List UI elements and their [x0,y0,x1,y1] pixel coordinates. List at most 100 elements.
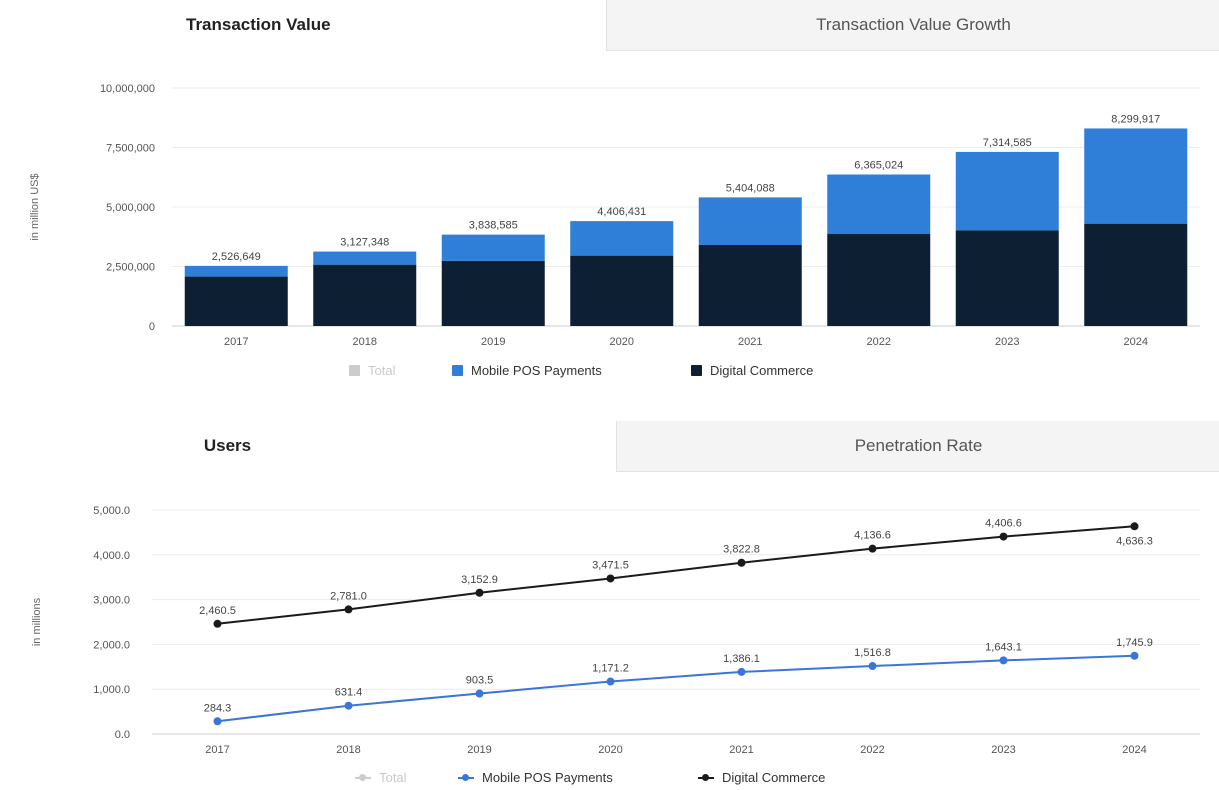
x-tick-label: 2020 [610,336,634,348]
bar-digital-commerce [184,276,288,326]
bar-total-label: 6,365,024 [854,160,903,172]
bar-digital-commerce [955,230,1059,326]
y-axis-title: in millions [31,597,43,646]
x-tick-label: 2018 [336,744,360,756]
data-label-mobile-pos: 1,643.1 [985,641,1022,653]
y-tick-label: 0 [149,321,155,333]
bar-digital-commerce [313,264,417,326]
x-tick-label: 2022 [867,336,891,348]
legend-item-total[interactable]: Total [349,359,395,383]
bar-digital-commerce [827,234,931,326]
data-label-digital-commerce: 3,822.8 [723,544,760,556]
tab-penetration-rate[interactable]: Penetration Rate [616,421,1219,472]
data-label-digital-commerce: 3,152.9 [461,574,498,586]
y-tick-label: 2,500,000 [106,262,155,274]
legend-line-swatch-total [355,772,371,783]
bar-digital-commerce [441,260,545,326]
x-tick-label: 2017 [224,336,248,348]
tabs-transaction: Transaction Value Transaction Value Grow… [0,0,1219,51]
legend-line-swatch-digital-commerce [698,772,714,783]
bar-mobile-pos [698,197,802,245]
legend-line-label-total: Total [379,770,407,785]
legend-line-swatch-mobile-pos [458,772,474,783]
data-label-mobile-pos: 1,386.1 [723,653,760,665]
bar-mobile-pos [184,265,288,277]
point-digital-commerce [606,574,615,583]
point-digital-commerce [737,558,746,567]
y-tick-label: 0.0 [115,729,130,741]
point-mobile-pos [475,689,484,698]
bar-mobile-pos [441,234,545,261]
y-tick-label: 1,000.0 [93,684,130,696]
x-tick-label: 2023 [995,336,1019,348]
legend-line-label-digital-commerce: Digital Commerce [722,770,826,785]
tab-transaction-value[interactable]: Transaction Value [0,0,605,50]
point-digital-commerce [213,619,222,628]
x-tick-label: 2018 [353,336,377,348]
bar-total-label: 3,127,348 [340,237,389,249]
x-tick-label: 2017 [205,744,229,756]
x-tick-label: 2023 [991,744,1015,756]
point-digital-commerce [475,588,484,597]
x-tick-label: 2024 [1122,744,1146,756]
legend-line-item-mobile-pos[interactable]: Mobile POS Payments [458,766,613,790]
data-label-digital-commerce: 2,781.0 [330,590,367,602]
x-tick-label: 2024 [1124,336,1148,348]
legend-item-digital-commerce[interactable]: Digital Commerce [691,359,813,383]
x-tick-label: 2020 [598,744,622,756]
bar-mobile-pos [313,251,417,265]
y-tick-label: 4,000.0 [93,550,130,562]
legend-label-mobile-pos: Mobile POS Payments [471,363,602,378]
legend-line-item-total[interactable]: Total [355,766,406,790]
legend-line-item-digital-commerce[interactable]: Digital Commerce [698,766,825,790]
bar-mobile-pos [570,221,674,256]
data-label-digital-commerce: 4,406.6 [985,518,1022,530]
data-label-mobile-pos: 1,171.2 [592,663,629,675]
x-tick-label: 2021 [738,336,762,348]
x-tick-label: 2019 [467,744,491,756]
point-mobile-pos [1130,651,1139,660]
legend-line-label-mobile-pos: Mobile POS Payments [482,770,613,785]
bar-mobile-pos [955,151,1059,231]
bar-total-label: 7,314,585 [983,137,1032,149]
series-line-digital-commerce [217,525,1135,625]
data-label-digital-commerce: 2,460.5 [199,605,236,617]
legend-swatch-digital-commerce [691,365,702,376]
legend-item-mobile-pos[interactable]: Mobile POS Payments [452,359,602,383]
line-chart-legend: Total Mobile POS Payments Digital Commer… [0,766,1219,790]
tab-transaction-value-growth[interactable]: Transaction Value Growth [606,0,1219,51]
y-tick-label: 5,000.0 [93,505,130,517]
point-digital-commerce [344,605,353,614]
x-tick-label: 2022 [860,744,884,756]
x-tick-label: 2019 [481,336,505,348]
bar-total-label: 8,299,917 [1111,113,1160,125]
y-tick-label: 10,000,000 [100,83,155,95]
y-tick-label: 2,000.0 [93,639,130,651]
bar-mobile-pos [827,174,931,235]
point-mobile-pos [868,662,877,671]
data-label-mobile-pos: 1,516.8 [854,647,891,659]
data-label-mobile-pos: 284.3 [204,702,232,714]
legend-swatch-mobile-pos [452,365,463,376]
point-digital-commerce [1130,522,1139,531]
y-tick-label: 5,000,000 [106,202,155,214]
point-digital-commerce [868,544,877,553]
bar-total-label: 5,404,088 [726,182,775,194]
transaction-value-chart: 0 2,500,000 5,000,000 7,500,000 10,000,000 in… [29,83,1200,348]
tab-users[interactable]: Users [0,421,615,471]
y-axis-title: in million US$ [29,173,41,240]
legend-swatch-total [349,365,360,376]
data-label-mobile-pos: 1,745.9 [1116,637,1153,649]
bar-total-label: 3,838,585 [469,220,518,232]
bar-chart-legend: Total Mobile POS Payments Digital Commer… [0,359,1219,383]
data-label-mobile-pos: 631.4 [335,687,363,699]
bar-total-label: 4,406,431 [597,206,646,218]
bar-digital-commerce [570,255,674,326]
bar-digital-commerce [1084,223,1188,326]
point-mobile-pos [999,656,1008,665]
series-line-mobile-pos [217,654,1135,723]
point-mobile-pos [344,701,353,710]
bar-digital-commerce [698,244,802,326]
point-mobile-pos [606,677,615,686]
bar-mobile-pos [1084,128,1188,224]
